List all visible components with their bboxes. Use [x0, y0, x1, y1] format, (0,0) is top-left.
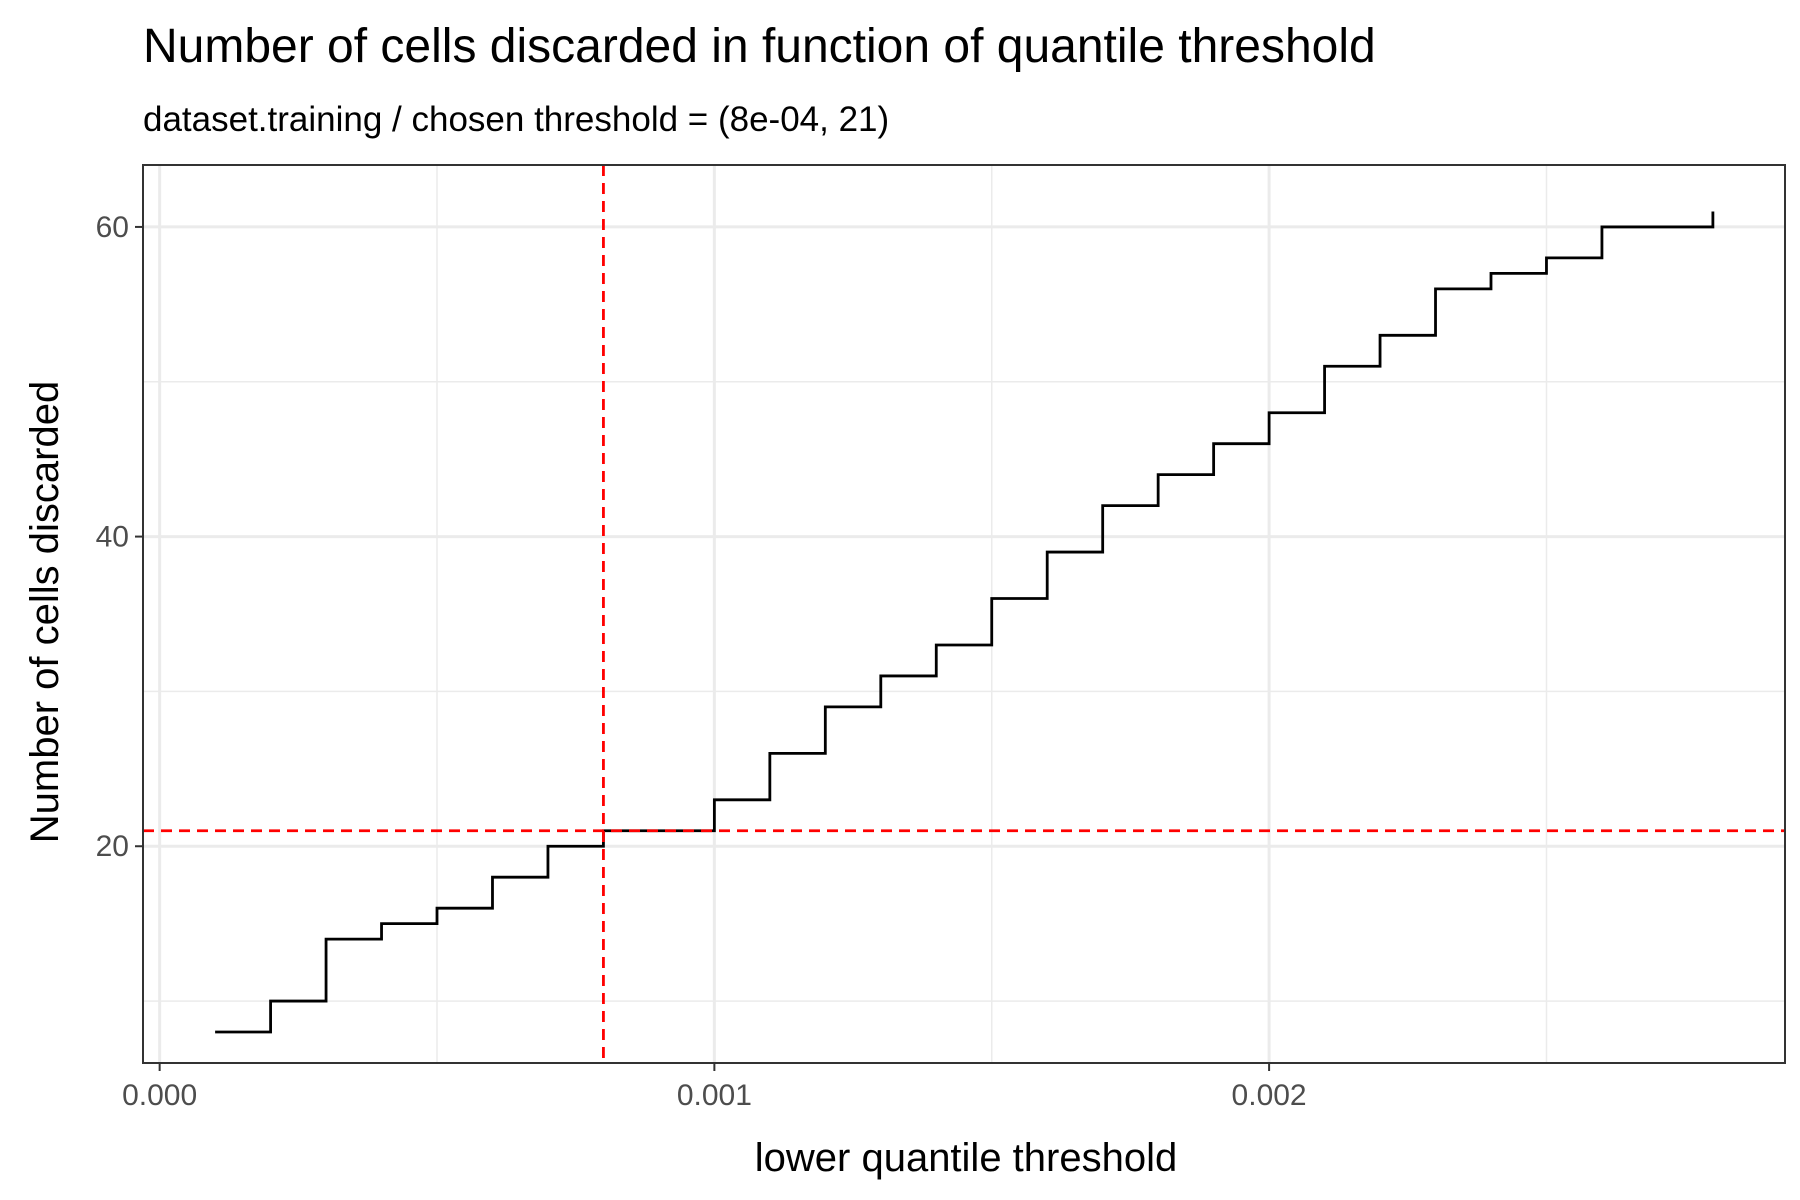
x-tick-label: 0.000 — [122, 1079, 197, 1112]
minor-gridlines — [143, 165, 1785, 1063]
reference-lines — [143, 165, 1785, 1063]
y-axis: 20 40 60 — [96, 211, 143, 863]
y-axis-title: Number of cells discarded — [23, 381, 67, 843]
series-layer — [215, 211, 1715, 1034]
x-axis: 0.000 0.001 0.002 — [122, 1063, 1307, 1112]
y-tick-label: 20 — [96, 830, 129, 863]
y-tick-label: 60 — [96, 211, 129, 244]
chart-title: Number of cells discarded in function of… — [143, 20, 1376, 73]
x-tick-label: 0.002 — [1232, 1079, 1307, 1112]
step-line — [215, 211, 1715, 1034]
y-tick-label: 40 — [96, 521, 129, 554]
panel-border — [142, 164, 1786, 1064]
x-tick-label: 0.001 — [677, 1079, 752, 1112]
chart-subtitle: dataset.training / chosen threshold = (8… — [143, 100, 889, 139]
major-gridlines — [143, 165, 1785, 1063]
x-axis-title: lower quantile threshold — [755, 1136, 1177, 1180]
